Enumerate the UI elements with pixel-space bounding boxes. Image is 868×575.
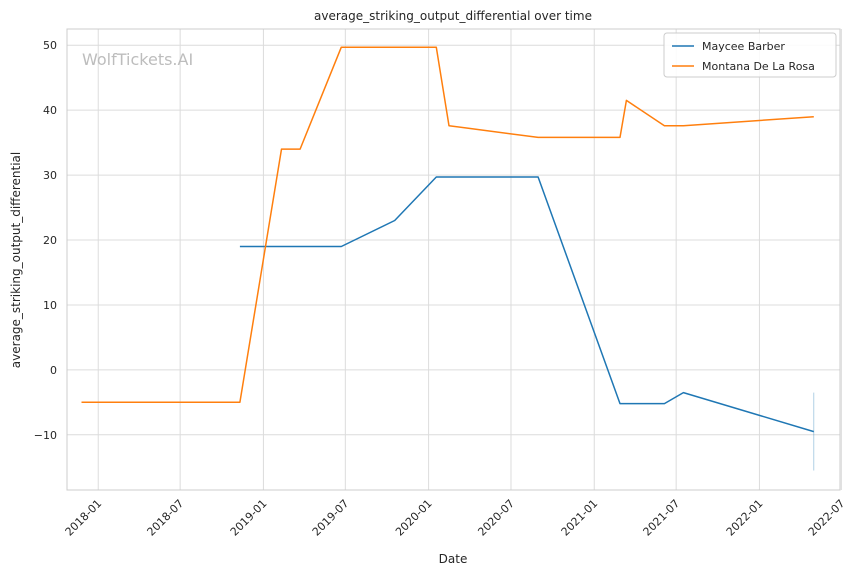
watermark-text: WolfTickets.AI (82, 50, 193, 69)
y-tick-label: 0 (50, 364, 57, 377)
x-tick-label: 2018-07 (145, 497, 187, 539)
legend-label-maycee-barber: Maycee Barber (702, 40, 785, 53)
x-tick-label: 2021-07 (641, 497, 683, 539)
x-tick-label: 2022-07 (806, 497, 848, 539)
x-tick-label: 2019-07 (310, 497, 352, 539)
y-tick-label: 40 (43, 104, 57, 117)
legend-label-montana-de-la-rosa: Montana De La Rosa (702, 60, 815, 73)
x-tick-label: 2019-01 (228, 497, 270, 539)
chart-title: average_striking_output_differential ove… (314, 9, 592, 23)
y-tick-label: 20 (43, 234, 57, 247)
series-line-montana-de-la-rosa (81, 46, 814, 404)
x-tick-label: 2021-01 (559, 497, 601, 539)
y-tick-label: 30 (43, 169, 57, 182)
series-layer (81, 46, 815, 471)
x-tick-label: 2020-01 (393, 497, 435, 539)
y-tick-label: −10 (34, 429, 57, 442)
x-tick-label: 2018-01 (63, 497, 105, 539)
y-tick-label: 10 (43, 299, 57, 312)
y-axis-label: average_striking_output_differential (9, 152, 23, 368)
plot-area (66, 28, 841, 491)
series-line-maycee-barber (239, 176, 815, 433)
x-axis-label: Date (439, 552, 468, 566)
y-tick-label: 50 (43, 39, 57, 52)
x-tick-labels: 2018-01 2018-07 2019-01 2019-07 2020-01 2020-… (63, 497, 848, 539)
grid-lines (67, 29, 842, 490)
x-tick-label: 2022-01 (724, 497, 766, 539)
y-tick-labels: −10 0 10 20 30 40 50 (34, 39, 57, 442)
legend-box (663, 32, 837, 78)
x-tick-label: 2020-07 (475, 497, 517, 539)
legend: Maycee Barber Montana De La Rosa (663, 32, 837, 78)
